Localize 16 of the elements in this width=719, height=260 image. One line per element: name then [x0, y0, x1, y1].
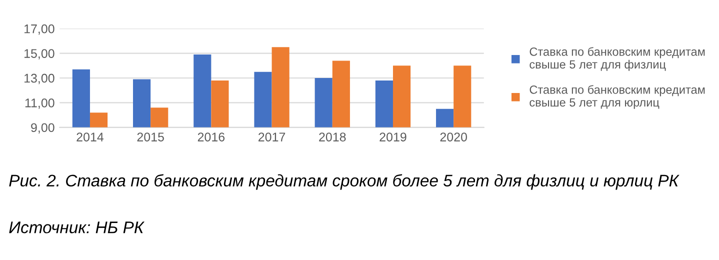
y-tick-label: 9,00	[31, 123, 54, 134]
y-tick-label: 11,00	[25, 98, 54, 109]
y-tick-label: 17,00	[24, 24, 54, 35]
x-tick-label: 2020	[440, 132, 468, 142]
x-tick-label: 2014	[76, 132, 104, 142]
text: Рис. 2. Ставка по банковским кредитам сроком более 5 лет для физлиц и юрлиц РК	[9, 174, 680, 190]
x-tick-label: 2018	[319, 132, 346, 142]
y-tick-label: 15,00	[24, 49, 54, 60]
x-tick-label: 2017	[258, 132, 286, 142]
y-tick-label: 13,00	[24, 74, 54, 84]
x-tick-label: 2019	[380, 132, 406, 142]
x-tick-label: 2015	[137, 132, 164, 142]
legend-label: Ставка по банковским кредитам свыше 5 лет для физлиц	[530, 47, 705, 71]
legend-label: Ставка по банковским кредитам свыше 5 лет для юрлиц	[530, 85, 705, 109]
text: Источник: НБ РК	[9, 222, 145, 234]
x-tick-label: 2016	[198, 132, 225, 142]
